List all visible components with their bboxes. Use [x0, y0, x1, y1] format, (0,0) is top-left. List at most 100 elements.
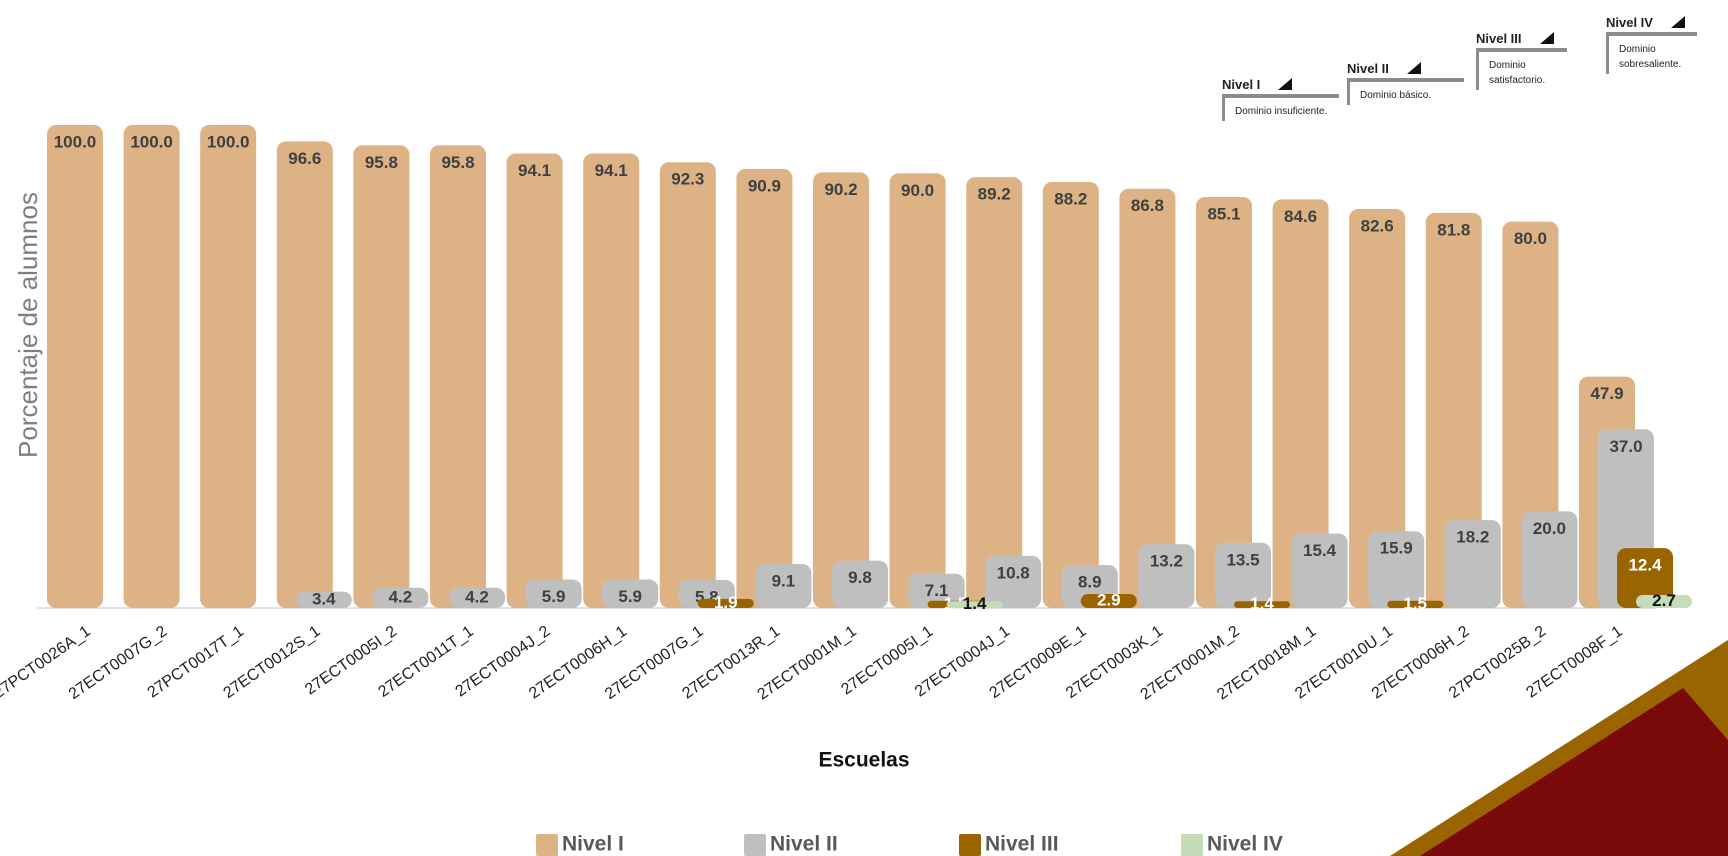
bar [736, 168, 793, 608]
bar [1138, 544, 1195, 608]
data-label: 3.4 [312, 589, 336, 608]
bar [1234, 601, 1290, 608]
data-label: 96.6 [288, 149, 321, 168]
bar [430, 145, 486, 608]
bar [1119, 188, 1176, 609]
bar [908, 573, 965, 608]
legend-label: Nivel I [562, 833, 624, 856]
bar [946, 601, 1003, 608]
bar [602, 579, 659, 608]
data-label: 86.8 [1131, 196, 1164, 215]
level-key-item: Nivel I Dominio insuficiente. [1222, 76, 1339, 121]
data-label: 1.4 [1250, 594, 1274, 613]
data-label: 100.0 [54, 132, 97, 151]
data-label: 47.9 [1590, 384, 1623, 403]
data-label: 9.8 [848, 568, 872, 587]
data-label: 1.9 [714, 593, 738, 612]
legend-swatch [1181, 834, 1203, 856]
bar [985, 555, 1042, 608]
bar [966, 177, 1023, 608]
bar [123, 125, 180, 608]
plot: 100.0 100.0 100.0 96.6 95.8 95.8 94.1 94.1 92.3 9… [0, 125, 1692, 704]
bar [353, 145, 410, 608]
data-label: 88.2 [1054, 189, 1087, 208]
bar [583, 153, 640, 608]
bar [1272, 199, 1329, 608]
bar [813, 172, 869, 609]
data-label: 1.4 [963, 594, 987, 613]
data-label: 20.0 [1533, 519, 1566, 538]
data-label: 90.2 [824, 180, 857, 199]
data-label: 1.5 [1403, 594, 1427, 613]
data-label: 89.2 [978, 185, 1011, 204]
data-label: 94.1 [595, 161, 628, 180]
bar [1617, 548, 1673, 608]
bar [1215, 542, 1271, 608]
legend-swatch [959, 834, 981, 856]
data-label: 100.0 [207, 132, 250, 151]
data-label: 13.5 [1226, 550, 1259, 569]
bar [506, 153, 563, 608]
bar [295, 591, 352, 608]
level-description: Dominio básico. [1347, 78, 1464, 105]
data-label: 2.7 [1652, 591, 1676, 610]
bar [659, 162, 716, 609]
data-label: 18.2 [1456, 528, 1489, 547]
data-label: 2.9 [1097, 590, 1121, 609]
bar [755, 564, 812, 608]
data-label: 5.9 [542, 587, 566, 606]
data-label: 7.1 [925, 581, 949, 600]
bar [697, 598, 754, 608]
bar [1080, 593, 1137, 608]
data-label: 8.9 [1078, 572, 1102, 591]
level-name: Nivel IV [1606, 15, 1687, 30]
bar [372, 587, 429, 608]
data-label: 85.1 [1207, 204, 1240, 223]
bar [1042, 181, 1099, 608]
data-label: 82.6 [1361, 217, 1394, 236]
bar [832, 560, 888, 608]
level-name: Nivel III [1476, 31, 1556, 46]
data-label: 81.8 [1437, 220, 1470, 239]
data-label: 4.2 [389, 587, 413, 606]
data-label: 4.2 [465, 587, 489, 606]
data-label: 84.6 [1284, 207, 1317, 226]
level-key-item: Nivel III Dominio satisfactorio. [1476, 30, 1567, 90]
legend-label: Nivel III [985, 833, 1059, 856]
bar [276, 141, 333, 608]
data-label: 80.0 [1514, 229, 1547, 248]
bar [1636, 594, 1692, 608]
data-label: 100.0 [130, 132, 173, 151]
y-axis-title: Porcentaje de alumnos [13, 192, 43, 458]
data-label: 15.4 [1303, 541, 1337, 560]
data-label: 12.4 [1628, 556, 1662, 575]
x-axis-title: Escuelas [818, 749, 909, 772]
data-label: 94.1 [518, 161, 551, 180]
bar [1368, 531, 1425, 608]
bar [1521, 511, 1578, 608]
level-key-item: Nivel IV Dominio sobresaliente. [1606, 14, 1697, 74]
level-key-item: Nivel II Dominio básico. [1347, 60, 1464, 105]
data-label: 95.8 [441, 153, 474, 172]
bar [1444, 520, 1501, 608]
data-label: 90.0 [901, 181, 934, 200]
bar [47, 125, 103, 608]
legend-label: Nivel IV [1207, 833, 1283, 856]
bar [525, 579, 582, 608]
bar [889, 173, 946, 609]
level-description: Dominio insuficiente. [1222, 94, 1339, 121]
bar [1291, 533, 1348, 608]
data-label: 15.9 [1380, 539, 1413, 558]
level-description: Dominio satisfactorio. [1476, 48, 1567, 90]
data-label: 5.9 [618, 587, 642, 606]
decor-red [1420, 688, 1728, 856]
data-label: 95.8 [365, 153, 398, 172]
bar [1196, 196, 1252, 609]
bar [449, 587, 505, 608]
data-label: 90.9 [748, 176, 781, 195]
level-name: Nivel II [1347, 61, 1423, 76]
bar [200, 125, 257, 608]
level-description: Dominio sobresaliente. [1606, 32, 1697, 74]
data-label: 92.3 [671, 170, 704, 189]
